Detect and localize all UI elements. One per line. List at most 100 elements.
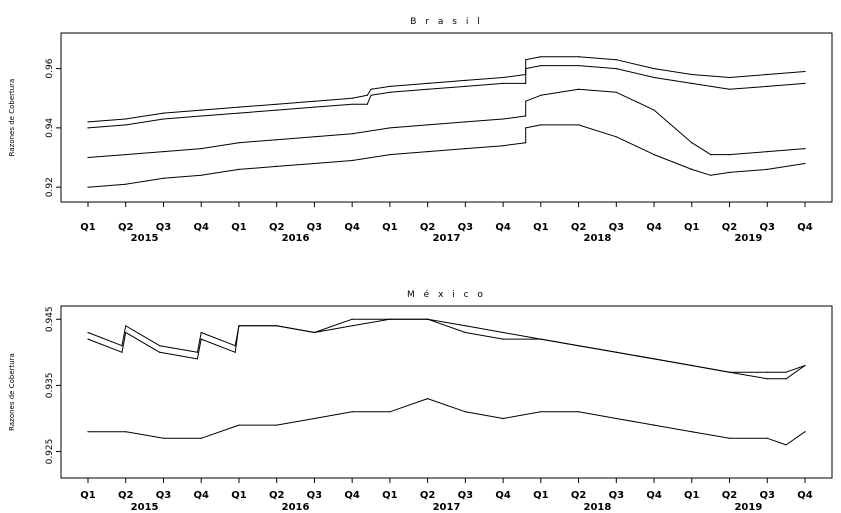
quarter-label: Q3 [156,490,172,501]
quarter-label: Q4 [344,490,360,501]
mexico-series-1-point [200,331,202,334]
mexico-series-3-point [728,437,731,439]
quarter-label: Q4 [797,490,813,501]
brasil-series-2-point [578,65,580,67]
brasil-series-3-point [162,151,165,153]
quarter-label: Q1 [80,490,96,501]
mexico-series-2-point [766,378,768,380]
plot-frame [60,305,833,479]
brasil-series-2-point [804,82,806,84]
mexico-series-1-point [502,331,504,334]
mexico-series-3-point [200,437,202,439]
brasil-series-4-point [427,151,429,153]
mexico-series-1-point [766,371,768,373]
mexico-series-3-point [162,437,165,439]
brasil-series-3-point [615,91,617,93]
mexico-series-1-point [87,331,89,334]
brasil-series-1-point [238,106,240,108]
brasil-series-4-point [728,171,731,173]
brasil-series-4-point [691,168,693,170]
mexico-series-2-point [87,338,89,340]
brasil-series-1-point [540,56,542,58]
brasil-series-1-point [653,68,655,70]
quarter-label: Q3 [458,222,474,233]
year-label: 2019 [734,233,762,244]
quarter-label: Q2 [420,222,436,233]
y-tick-label: 0.935 [45,373,55,399]
mexico-series-3-point [804,431,806,433]
quarter-label: Q4 [797,222,813,233]
mexico-series-2-point [200,338,202,340]
brasil-series-1-point [351,97,353,99]
brasil-series-2-point [464,85,466,87]
year-label: 2018 [584,502,612,513]
brasil-series-3-point [728,154,731,156]
quarter-label: Q2 [722,222,738,233]
mexico-series-3-point [87,431,89,433]
brasil-series-1-point [162,112,165,114]
quarter-label: Q2 [571,222,587,233]
y-axis-label: Razones de Cobertura [8,79,16,157]
brasil-series-3-point [427,124,429,126]
year-label: 2018 [584,233,612,244]
mexico-series-1-point [351,318,353,320]
quarter-label: Q4 [495,222,511,233]
mexico-series-2-point [804,364,806,367]
mexico-series-2-point [351,325,353,327]
mexico-series-1-point [785,371,787,373]
brasil-series-3-point [87,156,89,159]
brasil-series-2-point [525,82,527,84]
quarter-label: Q4 [646,222,662,233]
mexico-series-3-point [427,398,429,400]
year-label: 2016 [282,502,310,513]
brasil-series-2-point [125,124,127,126]
brasil-series-4-point [804,162,806,165]
brasil-series-1-point [427,82,429,84]
brasil-series-4-point [525,142,527,144]
quarter-label: Q1 [382,222,398,233]
brasil-series-1-point [804,70,806,73]
brasil-series-1-point [87,121,89,123]
mexico-series-2-point [578,345,580,347]
brasil-series-2-point [366,103,368,105]
brasil-series-line-2 [87,65,806,129]
brasil-series-4-point [540,124,542,126]
quarter-label: Q3 [156,222,172,233]
mexico-series-3-point [351,411,353,413]
brasil-series-1-point [370,88,372,90]
brasil-series-2-point [502,82,504,84]
brasil-series-4-point [502,145,504,147]
quarter-label: Q1 [80,222,96,233]
brasil-series-3-point [578,88,580,90]
brasil-series-3-point [804,148,806,150]
mexico-series-2-point [121,351,123,353]
brasil-series-2-point [540,65,542,67]
quarter-label: Q3 [307,222,323,233]
mexico-series-2-point [785,378,787,380]
brasil-series-line-3 [87,88,806,158]
mexico-series-2-point [540,338,542,340]
year-label: 2017 [433,233,461,244]
quarter-label: Q4 [193,222,209,233]
mexico-series-2-point [728,371,731,373]
brasil-series-1-point [691,73,693,76]
plot-frame [60,32,833,203]
year-label: 2016 [282,233,310,244]
brasil-series-3-point [276,139,278,141]
mexico-series-1-point [121,345,123,347]
mexico-series-3-point [540,411,542,413]
brasil-series-3-point [351,133,353,135]
brasil-panel: B r a s i l Razones de Cobertura 0.92 0.94 0… [8,17,833,244]
brasil-series-2-point [238,112,240,114]
year-label: 2017 [433,502,461,513]
brasil-series-4-point [615,136,617,138]
year-label: 2015 [131,502,159,513]
brasil-series-1-point [502,76,504,79]
brasil-series-1-point [389,85,391,87]
brasil-series-4-point [464,148,466,150]
brasil-series-1-point [313,100,315,102]
mexico-series-2-point [159,351,161,353]
brasil-series-1-point [766,73,768,76]
brasil-series-2-point [653,76,655,79]
